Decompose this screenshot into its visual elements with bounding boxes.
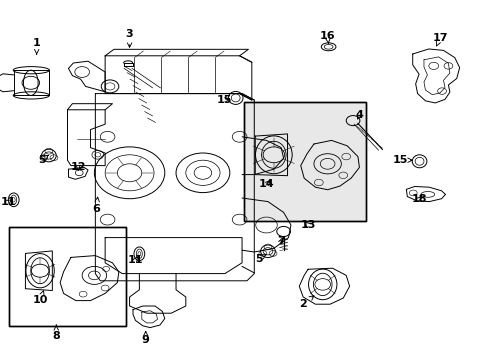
Text: 15: 15 — [216, 95, 231, 105]
Bar — [243, 102, 365, 221]
Text: 14: 14 — [258, 179, 274, 189]
Text: 5: 5 — [255, 254, 265, 264]
Bar — [9, 227, 126, 326]
Text: 2: 2 — [299, 296, 313, 309]
Text: 15: 15 — [391, 155, 411, 165]
Bar — [123, 63, 132, 66]
Bar — [243, 102, 365, 221]
Text: 7: 7 — [277, 236, 285, 246]
Bar — [9, 227, 126, 326]
Text: 12: 12 — [70, 162, 86, 172]
Text: 10: 10 — [32, 291, 48, 305]
Text: 5: 5 — [38, 155, 48, 165]
Text: 9: 9 — [142, 332, 149, 345]
Text: 1: 1 — [33, 38, 41, 54]
Text: 8: 8 — [52, 325, 60, 341]
Text: 11: 11 — [1, 197, 17, 207]
Text: 16: 16 — [319, 31, 335, 44]
Text: 11: 11 — [127, 255, 143, 265]
Text: 3: 3 — [125, 29, 133, 47]
Text: 4: 4 — [355, 110, 363, 120]
Text: 13: 13 — [300, 220, 315, 230]
Text: 6: 6 — [92, 197, 100, 214]
Text: 17: 17 — [431, 33, 447, 46]
Text: 18: 18 — [411, 194, 427, 204]
